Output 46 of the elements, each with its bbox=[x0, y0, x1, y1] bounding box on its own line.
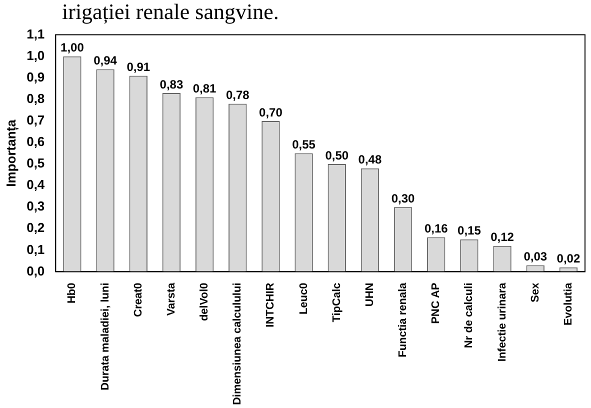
x-tick-label: Hb0 bbox=[66, 282, 78, 304]
chart-title: irigației renale sangvine. bbox=[61, 0, 280, 24]
data-label: 0,48 bbox=[358, 152, 382, 167]
y-tick-label: 0,6 bbox=[26, 134, 45, 150]
y-axis-title: Importanța bbox=[3, 118, 20, 187]
data-label: 0,12 bbox=[490, 230, 514, 244]
data-label: 0,83 bbox=[160, 77, 184, 92]
data-label: 0,55 bbox=[292, 138, 316, 152]
y-tick-label: 0,1 bbox=[26, 242, 45, 257]
y-tick-label: 0,9 bbox=[26, 69, 45, 84]
y-tick-label: 0,7 bbox=[26, 112, 45, 128]
data-label: 0,15 bbox=[458, 224, 482, 238]
x-tick-label: Functia renala bbox=[397, 282, 410, 358]
x-tick-label: Creat0 bbox=[132, 282, 144, 317]
x-tick-label: Sex bbox=[529, 282, 542, 302]
data-label: 0,16 bbox=[424, 222, 448, 236]
data-label: 0,81 bbox=[192, 82, 217, 96]
data-label: 0,50 bbox=[325, 148, 349, 162]
y-tick-label: 1,1 bbox=[26, 26, 45, 42]
data-label: 0,03 bbox=[524, 250, 548, 264]
data-label: 0,78 bbox=[226, 88, 250, 102]
y-tick-label: 1,0 bbox=[26, 48, 45, 63]
x-tick-label: PNC AP bbox=[430, 282, 442, 324]
data-label: 0,30 bbox=[391, 191, 416, 206]
x-tick-label: INTCHIR bbox=[264, 282, 277, 328]
y-tick-label: 0,5 bbox=[26, 156, 45, 171]
x-tick-label: Nr de calculi bbox=[463, 282, 476, 348]
x-tick-label: delVol0 bbox=[198, 282, 211, 322]
x-tick-label: Dimensiunea calculului bbox=[232, 282, 244, 406]
y-tick-label: 0,0 bbox=[26, 263, 45, 278]
data-label: 0,91 bbox=[126, 60, 150, 74]
y-tick-label: 0,4 bbox=[26, 177, 46, 192]
y-tick-label: 0,3 bbox=[26, 198, 45, 214]
data-label: 1,00 bbox=[60, 40, 84, 55]
x-tick-label: Infectie urinara bbox=[496, 282, 508, 362]
y-tick-label: 0,2 bbox=[26, 220, 45, 236]
x-tick-label: Evolutia bbox=[562, 282, 574, 326]
x-tick-label: UHN bbox=[364, 282, 376, 307]
x-tick-label: Durata maladiei, luni bbox=[99, 282, 112, 390]
data-label: 0,02 bbox=[556, 252, 580, 266]
data-label: 0,94 bbox=[94, 54, 118, 68]
data-label: 0,70 bbox=[259, 105, 283, 120]
x-tick-label: Varsta bbox=[165, 282, 178, 316]
x-tick-label: Leuc0 bbox=[298, 282, 310, 315]
x-tick-label: TipCalc bbox=[330, 282, 343, 322]
y-tick-label: 0,8 bbox=[26, 91, 45, 106]
